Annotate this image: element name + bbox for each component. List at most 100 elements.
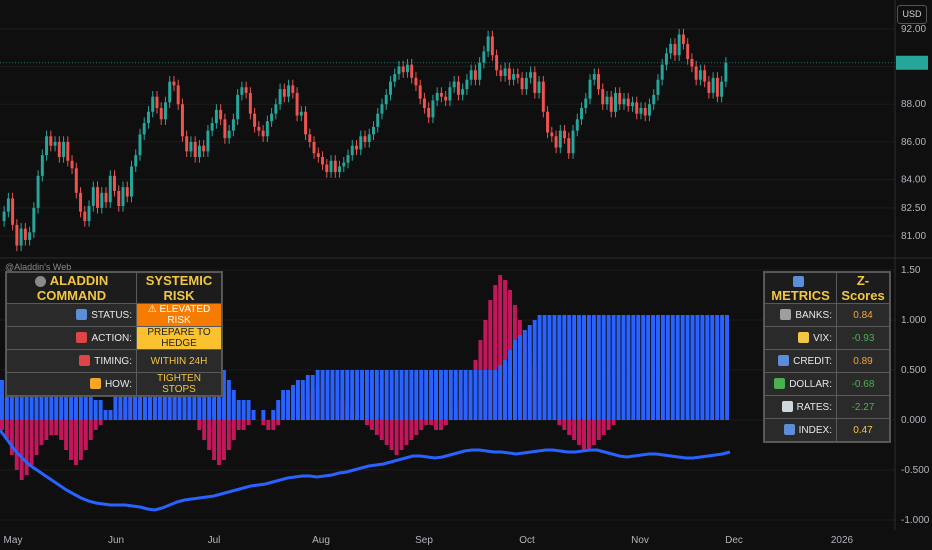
candle-body [444, 96, 448, 101]
histogram-bar [641, 315, 646, 420]
candle-body [70, 160, 74, 169]
time-axis: May Jun Jul Aug Sep Oct Nov Dec 2026 [4, 535, 854, 546]
candle-body [2, 211, 6, 222]
candle-body [388, 81, 392, 95]
command-label-text: STATUS: [91, 310, 132, 321]
candle-body [261, 130, 265, 137]
candle-body [507, 68, 511, 80]
momentum-bar [379, 420, 384, 440]
candle-body [74, 168, 78, 193]
candle-body [529, 72, 533, 78]
histogram-bar [453, 370, 458, 420]
momentum-bar [236, 420, 241, 430]
command-value: PREPARE TO HEDGE [136, 326, 222, 350]
momentum-bar [24, 420, 29, 475]
histogram-bar [675, 315, 680, 420]
momentum-bar [369, 420, 374, 430]
histogram-bar [438, 370, 443, 420]
chart-icon [781, 401, 793, 412]
momentum-bar [88, 420, 93, 440]
candle-body [295, 92, 299, 116]
histogram-bar [458, 370, 463, 420]
candle-body [439, 92, 443, 97]
candle-body [96, 187, 100, 208]
histogram-bar [665, 315, 670, 420]
momentum-bar [44, 420, 49, 440]
metrics-title-text: METRICS [771, 288, 830, 303]
histogram-bar [286, 390, 291, 420]
histogram-bar [276, 400, 281, 420]
candle-body [23, 228, 27, 240]
price-tick-label: 82.50 [901, 203, 926, 214]
candle-body [473, 70, 477, 80]
histogram-bar [369, 370, 374, 420]
command-rows: STATUS: ⚠ ELEVATED RISK ACTION: PREPARE TO … [6, 303, 222, 396]
candle-body [138, 134, 142, 156]
histogram-bar [498, 365, 503, 420]
histogram-bar [636, 315, 641, 420]
signal-line [0, 429, 731, 512]
candle-body [405, 64, 409, 73]
momentum-bar [69, 420, 73, 460]
lightning-icon [89, 378, 101, 389]
histogram-bar [577, 315, 582, 420]
candle-body [350, 145, 354, 156]
momentum-bar [271, 420, 276, 430]
momentum-bar [562, 420, 567, 430]
momentum-bar [572, 420, 577, 440]
command-value: ⚠ ELEVATED RISK [136, 303, 222, 327]
command-title-text: ALADDIN COMMAND [36, 273, 109, 303]
alarm-clock-icon [79, 355, 91, 366]
price-candles [0, 28, 895, 252]
candle-body [703, 70, 707, 82]
candle-body [715, 77, 719, 97]
metrics-label: INDEX: [764, 418, 837, 442]
histogram-bar [631, 315, 636, 420]
momentum-bar [73, 420, 78, 465]
candle-body [104, 192, 108, 203]
candle-body [125, 187, 129, 197]
histogram-bar [103, 410, 108, 420]
momentum-bar [582, 420, 586, 450]
momentum-bar [577, 420, 582, 445]
histogram-bar [537, 315, 542, 420]
candle-body [40, 155, 44, 176]
time-tick-label: 2026 [831, 535, 854, 546]
time-tick-label: Jun [108, 535, 124, 546]
candle-body [49, 136, 53, 146]
price-tick-label: 92.00 [901, 24, 926, 35]
candle-body [482, 51, 486, 63]
histogram-bar [113, 390, 118, 420]
candle-body [656, 79, 660, 95]
histogram-bar [310, 375, 315, 420]
candle-body [724, 62, 728, 82]
candle-body [418, 85, 422, 99]
candle-body [376, 113, 380, 127]
candle-body [15, 224, 19, 246]
candle-body [363, 136, 367, 142]
histogram-bar [108, 410, 113, 420]
candle-body [571, 130, 575, 154]
momentum-bar [266, 420, 271, 430]
momentum-bar [503, 280, 508, 420]
osc-tick-label: 0.500 [901, 365, 926, 376]
candle-body [278, 89, 282, 105]
histogram-bar [601, 315, 606, 420]
candle-body [291, 85, 295, 93]
histogram-bar [325, 370, 330, 420]
candle-body [660, 64, 664, 80]
currency-selector[interactable]: USD [897, 5, 927, 24]
histogram-bar [616, 315, 621, 420]
metrics-label: CREDIT: [764, 349, 837, 373]
ship-wheel-icon [34, 276, 46, 287]
candle-body [431, 100, 435, 118]
metrics-label-text: CREDIT: [793, 356, 832, 367]
candle-body [630, 102, 634, 107]
metrics-label-text: DOLLAR: [789, 379, 832, 390]
candle-body [614, 92, 617, 112]
candle-body [325, 164, 329, 173]
momentum-bar [488, 300, 493, 420]
histogram-bar [542, 315, 547, 420]
momentum-bar [498, 275, 503, 420]
candle-body [720, 81, 724, 97]
